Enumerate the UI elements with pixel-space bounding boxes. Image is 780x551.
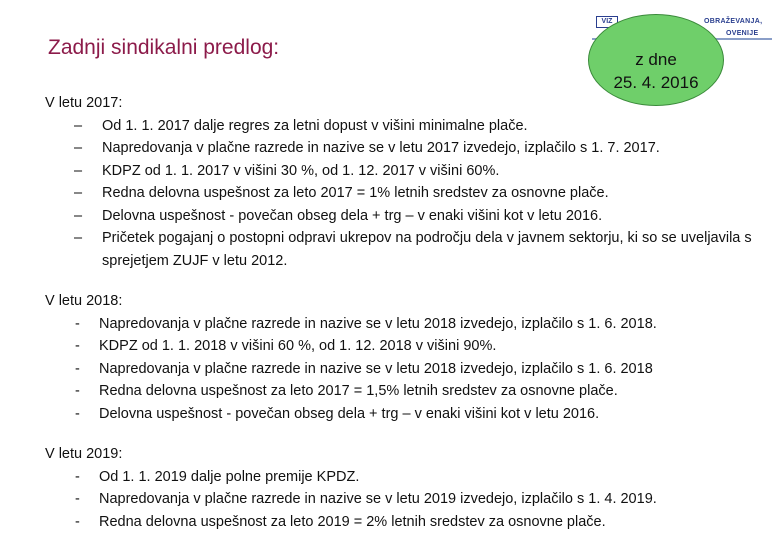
list-marker: - (75, 513, 80, 530)
list-item: - Od 1. 1. 2019 dalje polne premije KPDZ. (45, 466, 765, 489)
list-item-text: KDPZ od 1. 1. 2018 v višini 60 %, od 1. … (99, 338, 497, 354)
list-item: - Napredovanja v plačne razrede in nazive… (45, 358, 765, 381)
section-heading: V letu 2017: (45, 95, 123, 111)
content: V letu 2017: – Od 1. 1. 2017 dalje regres… (45, 92, 765, 551)
list-item: - Delovna uspešnost - povečan obseg dela … (45, 403, 765, 426)
list-marker: - (75, 315, 80, 332)
logo-text-bottom: OVENIJE (726, 30, 759, 37)
list-item: - Napredovanja v plačne razrede in nazive… (45, 488, 765, 511)
section-heading: V letu 2018: (45, 293, 123, 309)
logo-text-top: OBRAŽEVANJA, (704, 18, 763, 25)
list-item-text: Od 1. 1. 2017 dalje regres za letni dopu… (102, 117, 528, 134)
list-marker: – (74, 207, 83, 224)
list-item: - Redna delovna uspešnost za leto 2019 = … (45, 511, 765, 534)
stamp-line-1: z dne (635, 50, 677, 69)
list-item: - KDPZ od 1. 1. 2018 v višini 60 %, od 1.… (45, 335, 765, 358)
list-item: – KDPZ od 1. 1. 2017 v višini 30 %, od 1.… (45, 160, 765, 183)
list-item-text: Redna delovna uspešnost za leto 2019 = 2… (99, 513, 606, 530)
list-item: – Napredovanja v plačne razrede in nazive… (45, 137, 765, 160)
list-marker: – (74, 117, 83, 134)
list-item-text: Napredovanja v plačne razrede in nazive … (99, 360, 653, 377)
list-item-text: Pričetek pogajanj o postopni odpravi ukr… (102, 230, 752, 269)
list-marker: - (75, 491, 80, 507)
list-item: - Napredovanja v plačne razrede in nazive… (45, 313, 765, 336)
item-list: - Od 1. 1. 2019 dalje polne premije KPDZ.… (45, 466, 765, 534)
list-item-text: Napredovanja v plačne razrede in nazive … (99, 315, 657, 332)
list-marker: – (74, 140, 83, 156)
stamp-line-2: 25. 4. 2016 (613, 73, 699, 92)
list-item-text: Od 1. 1. 2019 dalje polne premije KPDZ. (99, 468, 360, 485)
section-2017: V letu 2017: – Od 1. 1. 2017 dalje regres… (45, 92, 765, 272)
section-2018: V letu 2018: - Napredovanja v plačne razr… (45, 290, 765, 425)
date-stamp: z dne 25. 4. 2016 (588, 14, 724, 106)
list-item-text: Delovna uspešnost - povečan obseg dela +… (99, 405, 600, 422)
list-item: – Od 1. 1. 2017 dalje regres za letni dop… (45, 115, 765, 138)
list-marker: - (75, 338, 80, 354)
section-heading: V letu 2019: (45, 446, 123, 462)
list-marker: - (75, 383, 80, 399)
list-item: – Delovna uspešnost - povečan obseg dela … (45, 205, 765, 228)
section-2019: V letu 2019: - Od 1. 1. 2019 dalje polne … (45, 443, 765, 533)
list-marker: - (75, 468, 80, 485)
list-item: – Pričetek pogajanj o postopni odpravi uk… (45, 227, 765, 272)
list-marker: - (75, 360, 80, 377)
list-item-text: Delovna uspešnost - povečan obseg dela +… (102, 207, 603, 224)
list-item-text: Redna delovna uspešnost za leto 2017 = 1… (99, 383, 618, 399)
item-list: - Napredovanja v plačne razrede in nazive… (45, 313, 765, 426)
list-marker: – (74, 230, 83, 246)
list-item: - Redna delovna uspešnost za leto 2017 = … (45, 380, 765, 403)
list-item-text: Napredovanja v plačne razrede in nazive … (102, 140, 660, 156)
list-item-text: Redna delovna uspešnost za leto 2017 = 1… (102, 185, 609, 201)
list-item-text: Napredovanja v plačne razrede in nazive … (99, 491, 657, 507)
list-item-text: KDPZ od 1. 1. 2017 v višini 30 %, od 1. … (102, 162, 500, 179)
list-marker: – (74, 185, 83, 201)
page-title: Zadnji sindikalni predlog: (48, 36, 280, 59)
list-marker: – (74, 162, 83, 179)
list-marker: - (75, 405, 80, 422)
list-item: – Redna delovna uspešnost za leto 2017 = … (45, 182, 765, 205)
item-list: – Od 1. 1. 2017 dalje regres za letni dop… (45, 115, 765, 273)
